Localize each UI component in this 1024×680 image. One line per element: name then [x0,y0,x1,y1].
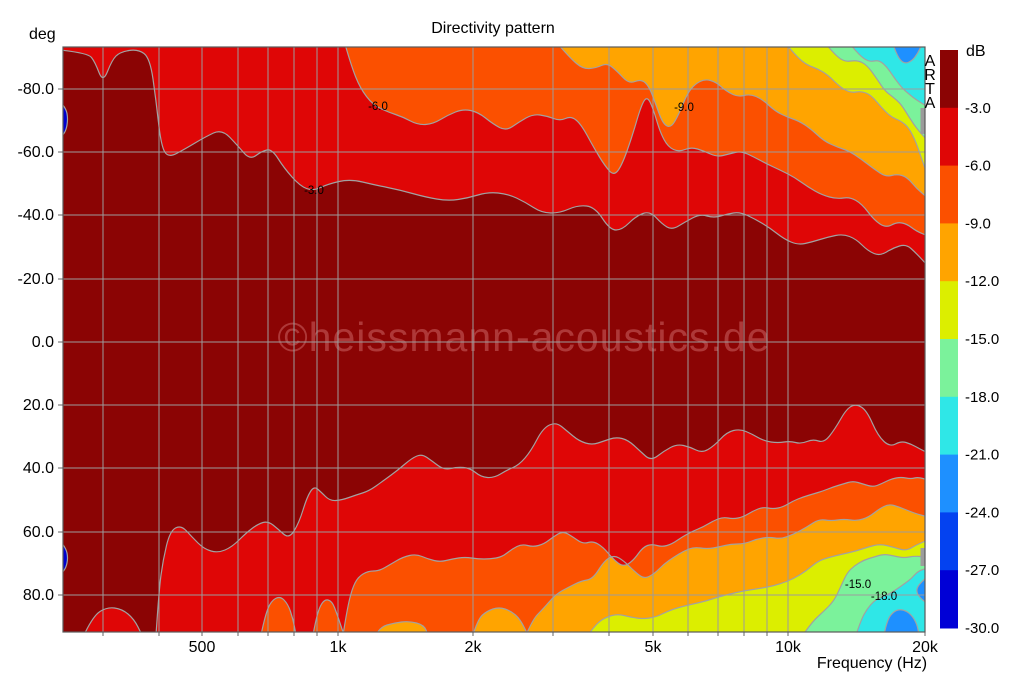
contour-line-blueBot [884,609,920,632]
contour-band-16 [85,607,141,632]
watermark: ©heissmann-acoustics.de [277,314,770,360]
x-tick-label: 5k [645,639,663,656]
colorbar-label: -15.0 [965,331,999,348]
colorbar-label: -6.0 [965,158,991,175]
y-tick-label: 60.0 [23,524,54,541]
contour-line-c9t [559,47,925,197]
y-axis-unit-label: deg [29,26,56,43]
colorbar-label: -18.0 [965,389,999,406]
contour-line-c15t [827,47,925,139]
y-tick-label: 20.0 [23,397,54,414]
contour-line-c6t [345,47,925,236]
contour-band-13 [261,597,296,632]
y-tick-label: 80.0 [23,587,54,604]
contour-value-label: -15.0 [845,579,871,591]
colorbar-segment [940,165,958,224]
colorbar-segment [940,454,958,513]
colorbar-label: -27.0 [965,562,999,579]
contour-line-c3b [155,404,925,632]
colorbar-segment [940,107,958,167]
x-tick-label: 1k [330,639,348,656]
contour-line-orSliver [377,621,428,632]
contour-band-8 [916,578,925,602]
contour-line-navy2 [63,543,69,573]
x-tick-label: 500 [189,639,216,656]
plot-border [62,46,926,633]
colorbar-segment [940,512,958,571]
colorbar-label: -21.0 [965,447,999,464]
colorbar-segment [940,339,958,398]
x-tick-label: 20k [912,639,939,656]
contour-line-navy1 [63,104,69,136]
contour-line-c15b [804,554,925,632]
colorbar-label: -30.0 [965,620,999,637]
y-tick-label: -60.0 [18,144,55,161]
edge-artifact [920,548,925,566]
contour-line-c12t [787,47,925,170]
axes-and-colorbar: 500 1k 2k 5k 10k 20k -80.0 -60.0 -40.0 -20.0 0.0 20… [18,50,999,656]
contour-line-c6b [342,476,925,632]
y-tick-label: -40.0 [18,207,55,224]
contour-line-c12b [589,540,925,632]
contour-line-orBlob [473,607,528,632]
edge-artifact [920,108,925,134]
y-tick-label: 40.0 [23,460,54,477]
contour-band-3 [894,47,921,63]
x-tick-label: 2k [465,639,483,656]
y-tick-label: -20.0 [18,271,55,288]
contour-line-c18b [856,568,925,632]
contour-value-label: -3.0 [304,185,324,197]
colorbar-segment [940,396,958,456]
contour-band-15 [63,50,925,632]
chart-title: Directivity pattern [431,20,555,37]
colorbar-segment [940,570,958,629]
colorbar-label: -12.0 [965,273,999,290]
contour-line-orLobe2 [312,599,344,632]
y-tick-label: -80.0 [18,81,55,98]
arta-letter: T [925,81,935,98]
contour-line-c3t [63,49,925,264]
colorbar-label: -24.0 [965,504,999,521]
colorbar-unit-label: dB [966,43,986,60]
contour-value-label: -9.0 [674,102,694,114]
colorbar-segment [940,281,958,340]
arta-letter: R [924,67,936,84]
plot-area: ©heissmann-acoustics.de -3.0 -6.0 -9.0 -15.0… [63,47,925,632]
contour-value-label: -6.0 [368,101,388,113]
contour-value-label: -18.0 [871,591,897,603]
contour-line-c9b [526,504,925,632]
arta-letter: A [925,95,936,112]
contour-band-7 [884,609,919,632]
colorbar-segment [940,223,958,282]
colorbar-segment [940,50,958,109]
contour-line-blueTip [916,577,925,603]
arta-letter: A [925,53,936,70]
contour-band-14 [313,599,343,632]
colorbar-label: -3.0 [965,100,991,117]
contour-line-blueTop [893,47,922,64]
contour-line-c18t [851,47,925,106]
contour-line-orLobe1 [261,596,297,632]
colorbar-label: -9.0 [965,215,991,232]
contour-line-redNotch [84,607,142,632]
x-tick-label: 10k [775,639,802,656]
y-tick-label: 0.0 [32,334,54,351]
x-axis-label: Frequency (Hz) [817,655,927,672]
